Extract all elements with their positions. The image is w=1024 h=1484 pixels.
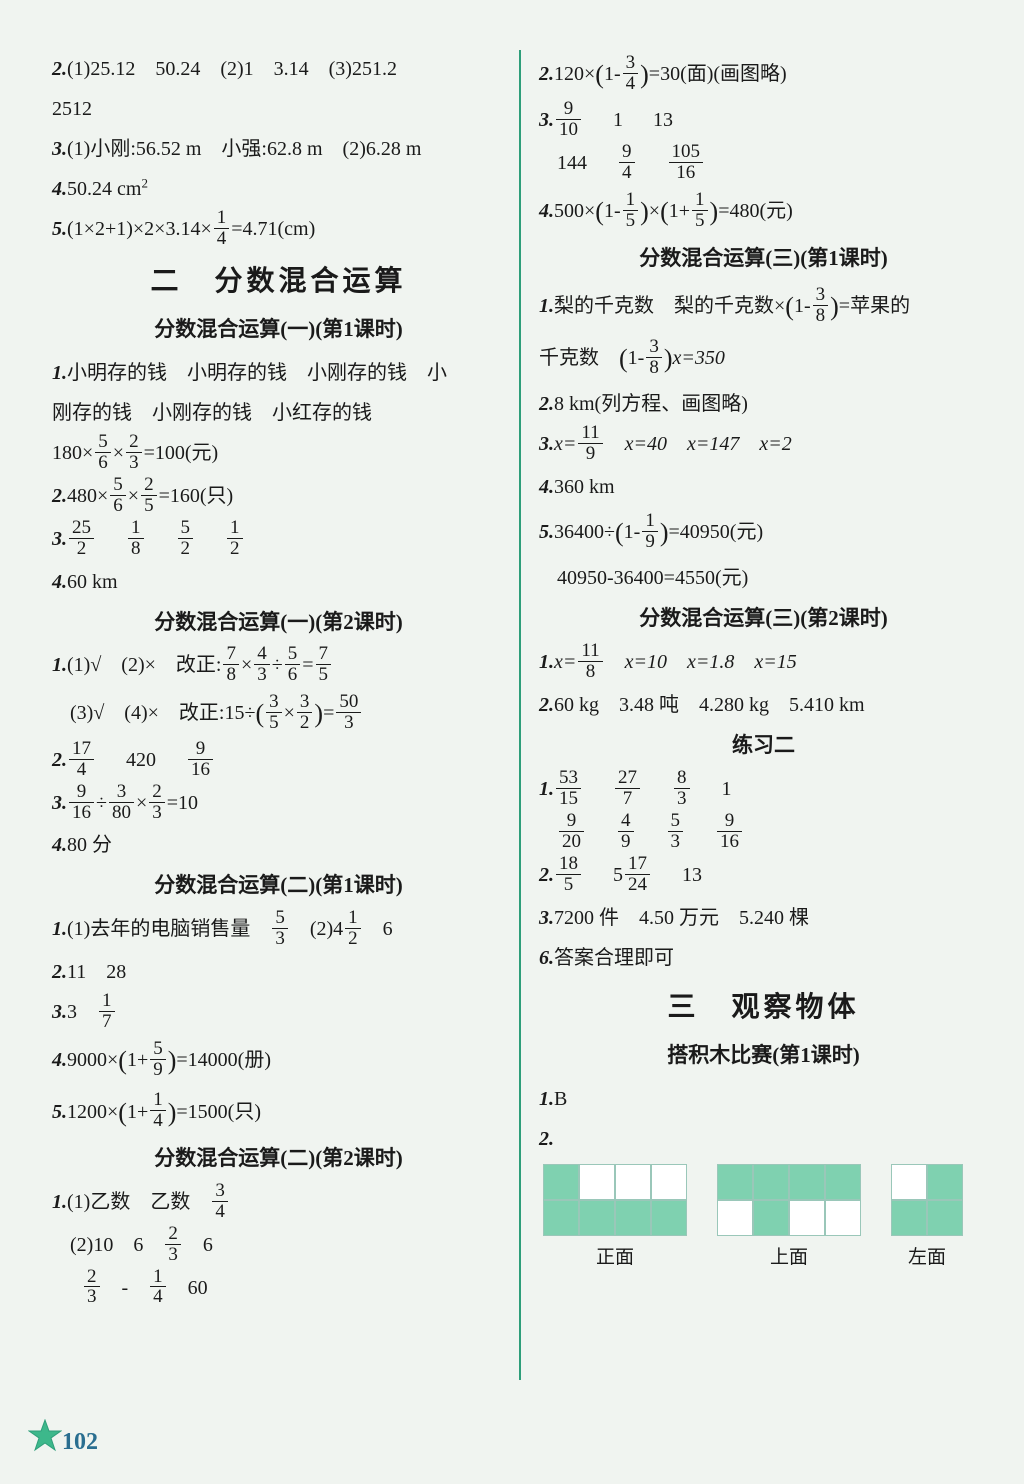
text-line: 4.9000×(1+59)=14000(册) — [52, 1036, 505, 1085]
subsection-heading: 搭积木比赛(第1课时) — [539, 1036, 988, 1076]
grid-cell — [825, 1200, 861, 1236]
text-line: 3.252185212 — [52, 520, 505, 561]
grid-cell — [651, 1200, 687, 1236]
grid-cell — [579, 1164, 615, 1200]
text-line: 3.910113 — [539, 101, 988, 142]
grid-cell — [753, 1200, 789, 1236]
grid-cell — [579, 1200, 615, 1236]
text-line: 180×56×23=100(元) — [52, 434, 505, 475]
text-line: 2. — [539, 1120, 988, 1158]
grid-cell — [717, 1200, 753, 1236]
grid-cell — [543, 1164, 579, 1200]
grid-cell — [717, 1164, 753, 1200]
text-line: 3.x=119 x=40 x=147 x=2 — [539, 425, 988, 466]
text-line: 4.60 km — [52, 563, 505, 601]
subsection-heading: 分数混合运算(一)(第1课时) — [52, 310, 505, 350]
text-line: 2.60 kg 3.48 吨 4.280 kg 5.410 km — [539, 686, 988, 724]
text-line: 4.80 分 — [52, 826, 505, 864]
text-line: 5.(1×2+1)×2×3.14×14=4.71(cm) — [52, 210, 505, 251]
page-number: 102 — [62, 1429, 98, 1456]
subsection-heading: 分数混合运算(二)(第1课时) — [52, 866, 505, 906]
text-line: 5.36400÷(1-19)=40950(元) — [539, 508, 988, 557]
grid-cell — [825, 1164, 861, 1200]
text-line: 2.174420916 — [52, 741, 505, 782]
text-line: 1.(1)乙数 乙数 34 — [52, 1183, 505, 1224]
subsection-heading: 练习二 — [539, 726, 988, 766]
section-heading: 二 分数混合运算 — [52, 255, 505, 308]
text-line: 3.(1)小刚:56.52 m 小强:62.8 m (2)6.28 m — [52, 130, 505, 168]
star-icon — [28, 1419, 62, 1458]
text-line: 2.11 28 — [52, 953, 505, 991]
view-label: 左面 — [891, 1240, 963, 1276]
grid-cell — [927, 1164, 963, 1200]
text-line: 1.梨的千克数 梨的千克数×(1-38)=苹果的 — [539, 282, 988, 331]
text-line: 5.1200×(1+14)=1500(只) — [52, 1088, 505, 1137]
front-view: 正面 — [543, 1164, 687, 1276]
text-line: 1.(1)去年的电脑销售量 53 (2)412 6 — [52, 910, 505, 951]
grid-cell — [543, 1200, 579, 1236]
subsection-heading: 分数混合运算(三)(第2课时) — [539, 599, 988, 639]
view-label: 上面 — [717, 1240, 861, 1276]
text-line: 2512 — [52, 90, 505, 128]
text-line: 3.3 17 — [52, 993, 505, 1034]
text-line: 2.120×(1-34)=30(面)(画图略) — [539, 50, 988, 99]
text-line: 3.916÷380×23=10 — [52, 784, 505, 825]
left-column: 2.(1)25.12 50.24 (2)1 3.14 (3)251.2 2512… — [52, 50, 519, 1380]
grid-cell — [615, 1200, 651, 1236]
text-line: (2)10 6 23 6 — [52, 1226, 505, 1267]
left-view: 左面 — [891, 1164, 963, 1276]
grid-cell — [789, 1164, 825, 1200]
view-label: 正面 — [543, 1240, 687, 1276]
text-line: 40950-36400=4550(元) — [539, 559, 988, 597]
text-line: 9204953916 — [539, 813, 988, 854]
grid-cell — [927, 1200, 963, 1236]
text-line: 2.(1)25.12 50.24 (2)1 3.14 (3)251.2 — [52, 50, 505, 88]
top-view: 上面 — [717, 1164, 861, 1276]
text-line: 4.360 km — [539, 468, 988, 506]
text-line: 4.500×(1-15)×(1+15)=480(元) — [539, 187, 988, 236]
subsection-heading: 分数混合运算(一)(第2课时) — [52, 603, 505, 643]
text-line: 6.答案合理即可 — [539, 939, 988, 977]
grid-cell — [891, 1164, 927, 1200]
text-line: 2.1855172413 — [539, 856, 988, 897]
subsection-heading: 分数混合运算(三)(第1课时) — [539, 239, 988, 279]
subsection-heading: 分数混合运算(二)(第2课时) — [52, 1139, 505, 1179]
text-line: 2.480×56×25=160(只) — [52, 477, 505, 518]
text-line: (3)√ (4)× 改正:15÷(35×32)=503 — [52, 689, 505, 738]
text-line: 千克数 (1-38)x=350 — [539, 334, 988, 383]
text-line: 1.B — [539, 1080, 988, 1118]
grid-cell — [651, 1164, 687, 1200]
text-line: 1.(1)√ (2)× 改正:78×43÷56=75 — [52, 646, 505, 687]
section-heading: 三 观察物体 — [539, 981, 988, 1034]
page-content: 2.(1)25.12 50.24 (2)1 3.14 (3)251.2 2512… — [0, 0, 1024, 1380]
text-line: 1.小明存的钱 小明存的钱 小刚存的钱 小 — [52, 354, 505, 392]
right-column: 2.120×(1-34)=30(面)(画图略) 3.910113 1449410… — [521, 50, 988, 1380]
grid-cell — [615, 1164, 651, 1200]
text-line: 2.8 km(列方程、画图略) — [539, 385, 988, 423]
block-views: 正面 上面 左面 — [543, 1164, 988, 1276]
grid-cell — [891, 1200, 927, 1236]
grid-cell — [753, 1164, 789, 1200]
text-line: 23 - 14 60 — [52, 1269, 505, 1310]
text-line: 1.x=118 x=10 x=1.8 x=15 — [539, 643, 988, 684]
text-line: 3.7200 件 4.50 万元 5.240 棵 — [539, 899, 988, 937]
text-line: 1449410516 — [539, 144, 988, 185]
text-line: 4.50.24 cm2 — [52, 170, 505, 208]
grid-cell — [789, 1200, 825, 1236]
text-line: 1.5315277831 — [539, 770, 988, 811]
text-line: 刚存的钱 小刚存的钱 小红存的钱 — [52, 394, 505, 432]
